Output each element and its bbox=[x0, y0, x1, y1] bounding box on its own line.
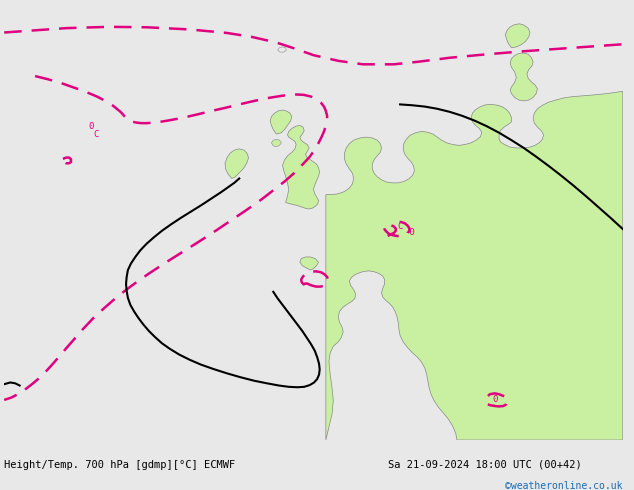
Polygon shape bbox=[510, 53, 538, 101]
Text: Sa 21-09-2024 18:00 UTC (00+42): Sa 21-09-2024 18:00 UTC (00+42) bbox=[388, 460, 581, 469]
Text: Height/Temp. 700 hPa [gdmp][°C] ECMWF: Height/Temp. 700 hPa [gdmp][°C] ECMWF bbox=[4, 460, 235, 469]
Text: C: C bbox=[93, 130, 98, 140]
Text: 0: 0 bbox=[88, 122, 93, 131]
Text: 0: 0 bbox=[493, 395, 498, 404]
Polygon shape bbox=[283, 125, 320, 209]
Text: -0: -0 bbox=[404, 228, 415, 237]
Text: C: C bbox=[398, 222, 403, 231]
Polygon shape bbox=[300, 257, 318, 270]
Text: ©weatheronline.co.uk: ©weatheronline.co.uk bbox=[505, 481, 623, 490]
Polygon shape bbox=[270, 110, 292, 134]
Polygon shape bbox=[326, 91, 623, 440]
Polygon shape bbox=[505, 24, 530, 48]
Polygon shape bbox=[271, 139, 281, 147]
Polygon shape bbox=[225, 149, 249, 178]
